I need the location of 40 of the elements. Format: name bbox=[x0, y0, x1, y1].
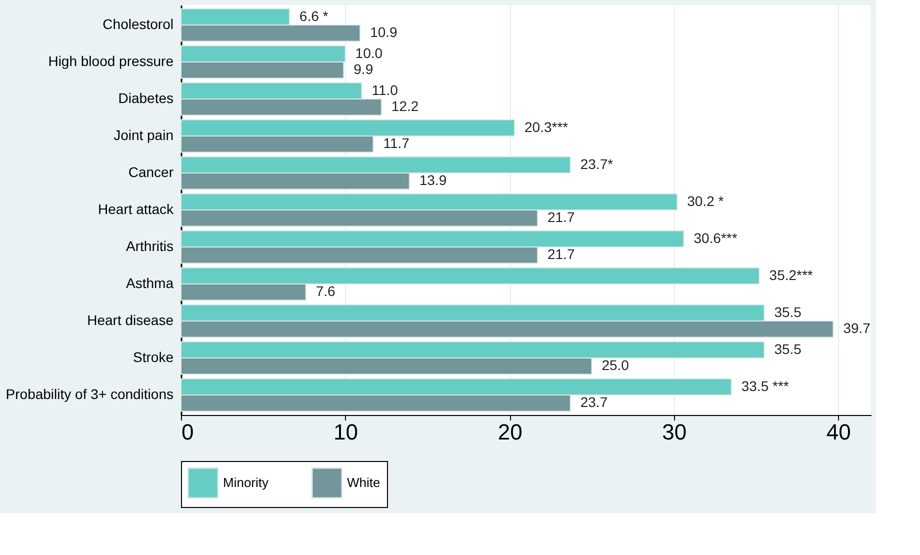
data-label: 25.0 bbox=[602, 357, 630, 374]
data-label: 35.5 bbox=[774, 340, 802, 357]
y-tick-label: Joint pain bbox=[114, 126, 174, 143]
data-label: 23.7* bbox=[580, 156, 614, 172]
data-label: 21.7 bbox=[548, 246, 575, 262]
data-label: 20.3*** bbox=[524, 118, 569, 135]
data-label: 23.7 bbox=[580, 394, 608, 410]
x-tick-label: 20 bbox=[498, 420, 522, 444]
y-tick-label: Cancer bbox=[128, 164, 174, 180]
y-tick-label: Heart disease bbox=[87, 312, 174, 328]
data-label: 12.2 bbox=[391, 98, 419, 114]
x-tick-label: 40 bbox=[826, 420, 851, 444]
data-label: 11.7 bbox=[383, 135, 410, 152]
x-tick-label: 0 bbox=[182, 420, 194, 444]
data-label: 10.9 bbox=[370, 24, 398, 40]
data-label: 39.7 bbox=[843, 320, 871, 336]
y-tick-label: Probability of 3+ conditions bbox=[6, 386, 174, 402]
y-tick-label: Diabetes bbox=[118, 90, 174, 106]
data-label: 30.2 * bbox=[687, 192, 724, 209]
y-tick-label: Cholestorol bbox=[102, 16, 174, 32]
data-label: 21.7 bbox=[548, 209, 575, 226]
data-label: 33.5 *** bbox=[741, 378, 790, 394]
data-label: 6.6 * bbox=[299, 8, 329, 24]
data-label: 7.6 bbox=[316, 283, 336, 300]
data-label: 11.0 bbox=[372, 82, 398, 98]
x-tick-label: 30 bbox=[662, 420, 687, 444]
data-label: 35.5 bbox=[774, 304, 802, 320]
y-tick-label: Arthritis bbox=[126, 238, 174, 254]
data-label: 13.9 bbox=[419, 172, 447, 188]
y-tick-label: Heart attack bbox=[98, 201, 174, 217]
data-label: 35.2*** bbox=[769, 266, 814, 283]
legend-label: Minority bbox=[223, 475, 270, 490]
y-tick-label: High blood pressure bbox=[48, 52, 174, 69]
legend-label: White bbox=[347, 475, 380, 490]
data-label: 10.0 bbox=[355, 44, 383, 61]
y-tick-label: Stroke bbox=[133, 349, 174, 366]
data-label: 9.9 bbox=[354, 61, 374, 78]
y-tick-label: Asthma bbox=[126, 275, 174, 292]
data-label: 30.6*** bbox=[694, 230, 738, 246]
x-tick-label: 10 bbox=[334, 420, 358, 444]
